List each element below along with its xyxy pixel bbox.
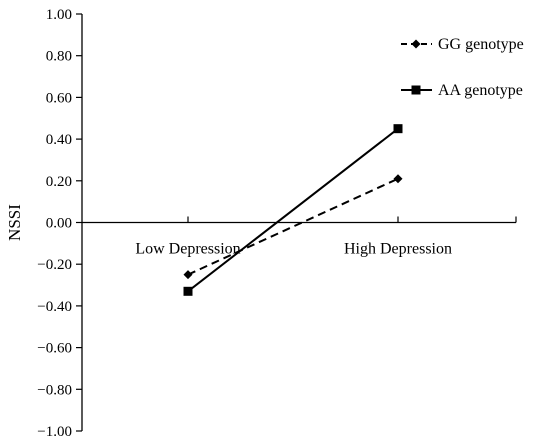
y-tick-label: −0.40: [37, 299, 72, 315]
y-tick-label: −0.60: [37, 341, 72, 357]
series-point: [393, 124, 403, 134]
axes: 1.00 0.80 0.60 0.40 0.20 0.00 −0.20 −0.40 −0.60 −…: [37, 7, 517, 440]
legend-label: AA genotype: [438, 82, 523, 99]
x-category-label: High Depression: [344, 241, 452, 258]
y-tick-label: 0.00: [46, 216, 72, 232]
y-tick-label: 0.60: [46, 90, 72, 106]
series-point: [183, 270, 193, 280]
series-layer: [183, 124, 403, 296]
y-tick-label: 1.00: [46, 7, 72, 23]
y-tick-label: 0.20: [46, 174, 72, 190]
legend-marker: [411, 85, 421, 95]
y-tick-label: −0.20: [37, 257, 72, 273]
y-tick-label: −0.80: [37, 382, 72, 398]
legend-marker: [411, 39, 421, 49]
y-axis-title: NSSI: [5, 204, 24, 241]
x-category-label: Low Depression: [135, 241, 240, 258]
y-tick-label: 0.40: [46, 132, 72, 148]
series-point: [393, 174, 403, 184]
y-tick-label: −1.00: [37, 424, 72, 440]
legend-label: GG genotype: [438, 36, 524, 53]
legend: GG genotype AA genotype: [401, 36, 524, 99]
series-point: [183, 286, 193, 296]
y-tick-label: 0.80: [46, 49, 72, 65]
series-line: [187, 127, 399, 293]
series-line: [187, 177, 399, 276]
